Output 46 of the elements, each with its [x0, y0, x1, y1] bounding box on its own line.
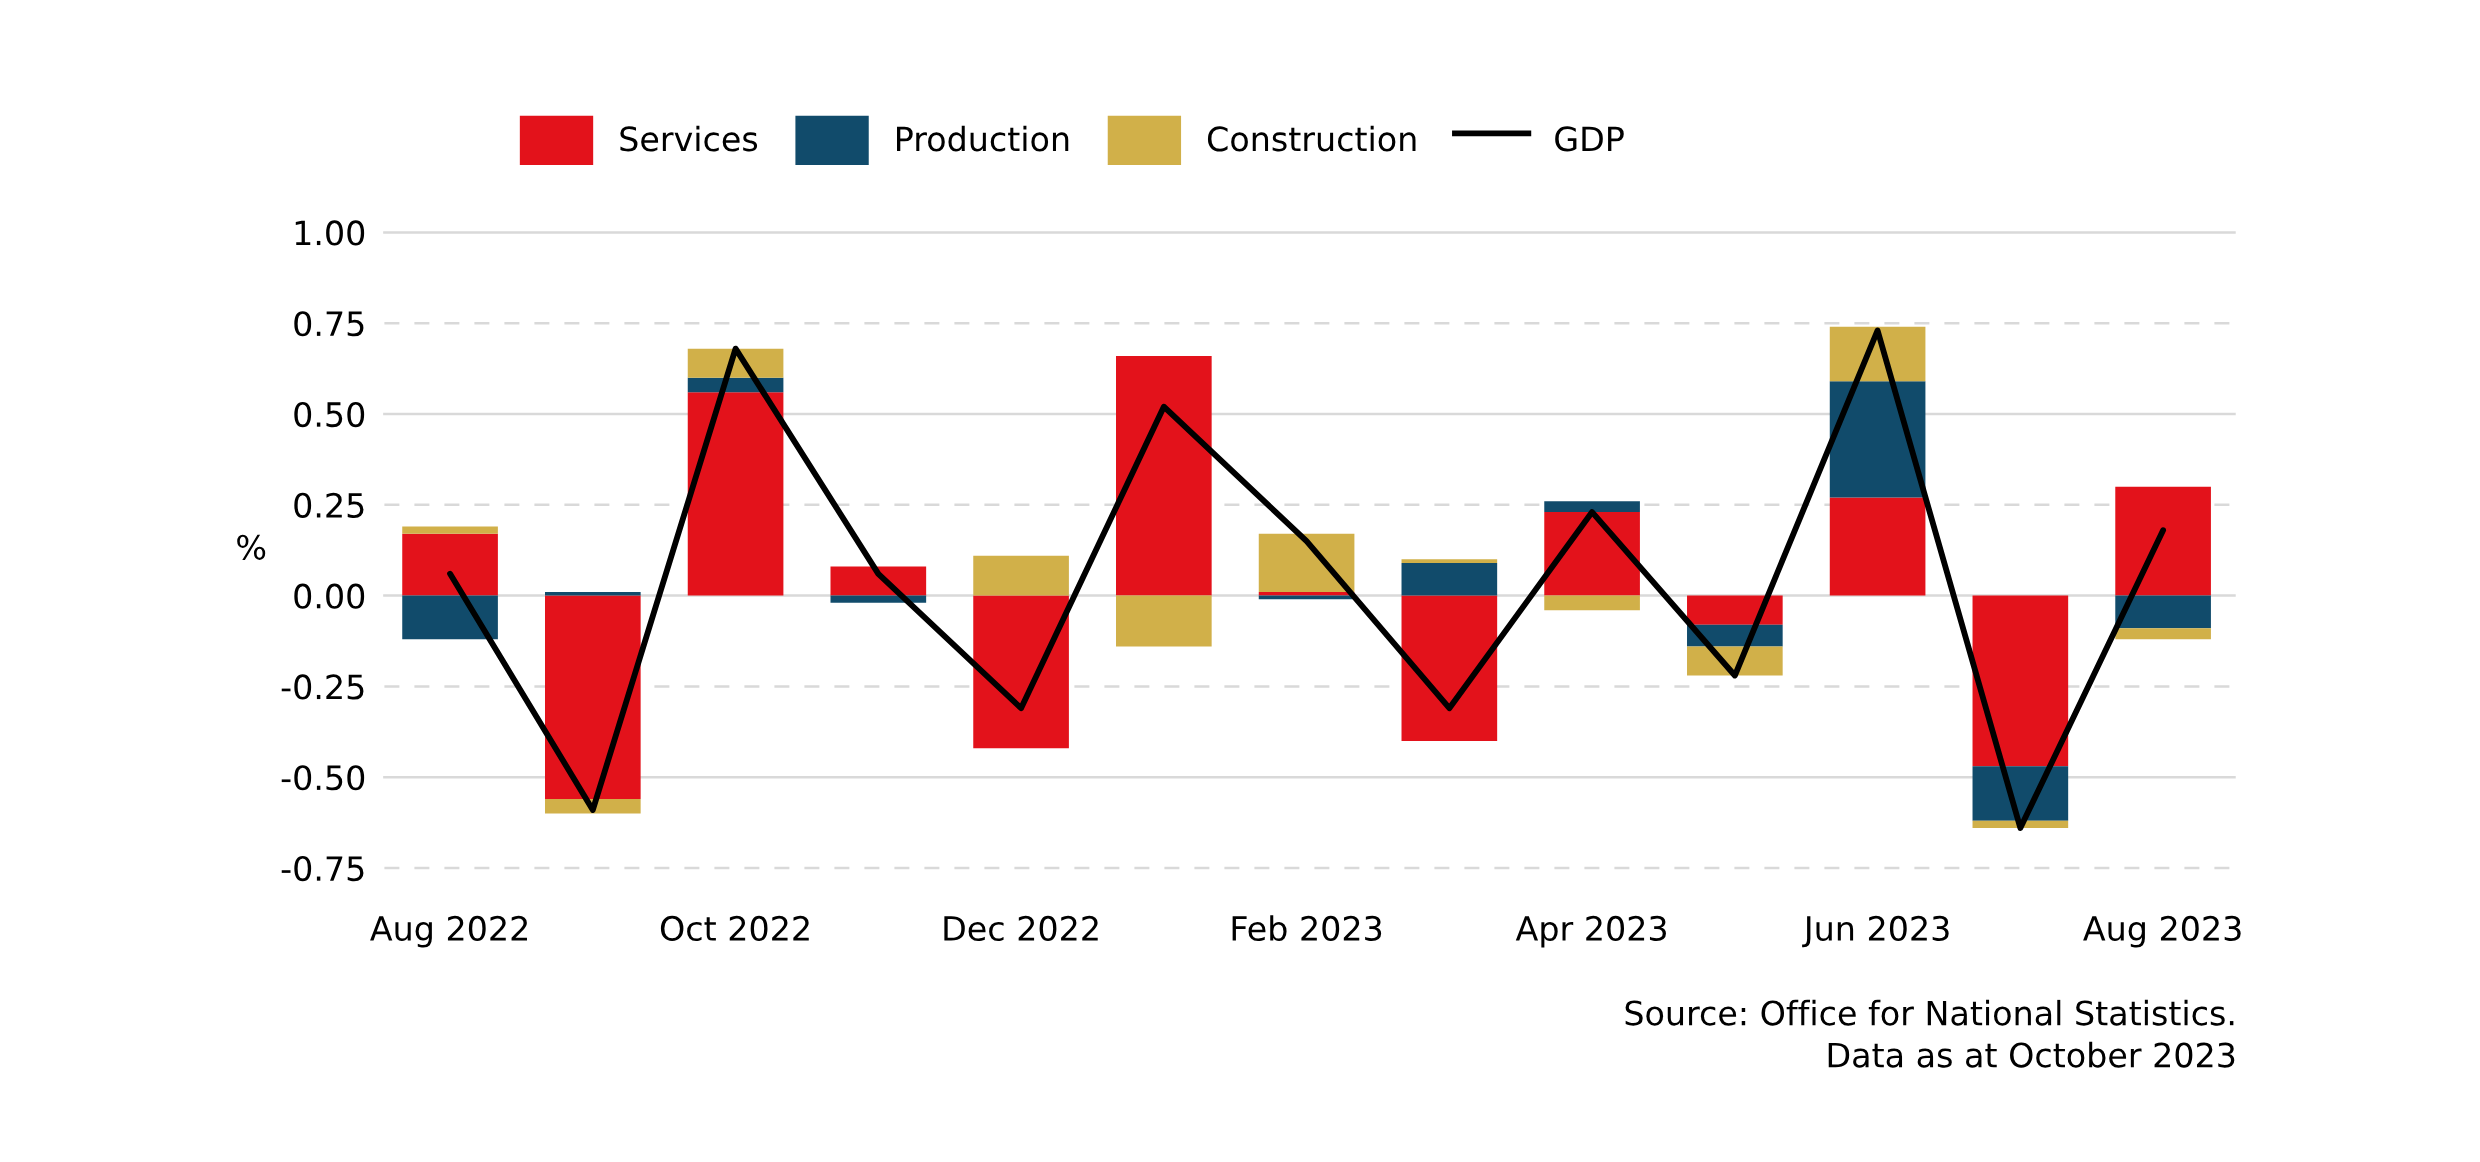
legend-label: Services	[620, 125, 758, 152]
bar	[545, 595, 641, 799]
bar	[687, 392, 784, 596]
bar	[1401, 562, 1498, 596]
source-note: Source: Office for National Statistics.	[1625, 999, 2234, 1026]
bar	[545, 799, 641, 814]
x-tick-label: Aug 2022	[370, 915, 527, 948]
bar	[1544, 595, 1640, 611]
y-axis-title: %	[237, 534, 266, 560]
bar	[1258, 533, 1355, 592]
x-tick-label: Dec 2022	[944, 915, 1098, 942]
y-tick-label: 0.00	[294, 583, 365, 609]
legend-label: Construction	[1207, 125, 1416, 152]
y-tick-label: 0.50	[294, 401, 365, 428]
y-tick-label: 0.25	[294, 492, 364, 518]
bar	[973, 555, 1069, 596]
legend-label: Production	[897, 125, 1069, 152]
bar	[1401, 595, 1498, 741]
bar	[2115, 486, 2211, 596]
bar	[1401, 559, 1498, 563]
x-tick-label: Aug 2023	[2083, 915, 2241, 948]
x-tick-label: Apr 2023	[1515, 915, 1666, 948]
bar	[2115, 595, 2211, 629]
bar	[1687, 595, 1783, 625]
bar	[545, 591, 641, 596]
bar	[830, 566, 927, 596]
y-tick-label: -0.50	[281, 765, 365, 791]
bar	[973, 595, 1069, 749]
y-tick-label: 1.00	[295, 220, 365, 246]
bar	[1829, 381, 1926, 498]
bar	[1829, 497, 1926, 596]
y-tick-label: -0.75	[281, 855, 364, 882]
bar	[1972, 595, 2069, 767]
text: Data as at October 2023	[1828, 1041, 2235, 1068]
bar	[402, 595, 498, 640]
x-tick-label: Feb 2023	[1232, 915, 1382, 942]
bar	[402, 526, 498, 534]
bar	[1116, 595, 1212, 647]
bar	[402, 533, 498, 596]
y-tick-label: -0.25	[281, 674, 364, 700]
y-tick-label: 0.75	[294, 311, 364, 337]
legend-label: GDP	[1555, 126, 1624, 152]
x-tick-label: Oct 2022	[660, 915, 809, 942]
x-tick-label: Jun 2023	[1802, 915, 1949, 948]
bar	[2115, 628, 2211, 640]
bar	[1116, 355, 1212, 596]
